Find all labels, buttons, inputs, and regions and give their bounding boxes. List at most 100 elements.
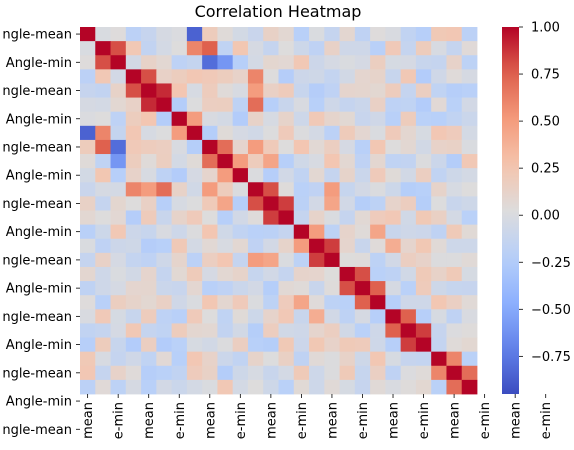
heatmap-cell — [415, 41, 432, 56]
heatmap-cell — [247, 323, 264, 338]
heatmap-cell — [263, 55, 279, 70]
heatmap-cell — [141, 295, 157, 310]
heatmap-cell — [156, 168, 173, 183]
heatmap-cell — [354, 351, 371, 367]
heatmap-cell — [125, 281, 142, 296]
heatmap-cell — [171, 266, 188, 282]
heatmap-cell — [415, 154, 432, 169]
heatmap-cell — [324, 182, 340, 197]
heatmap-cell — [461, 266, 478, 282]
heatmap-cell — [293, 97, 310, 113]
heatmap-cell — [354, 69, 371, 84]
heatmap-cell — [95, 323, 111, 338]
heatmap-cell — [110, 111, 127, 127]
heatmap-cell — [171, 238, 188, 254]
heatmap-cell — [446, 69, 463, 84]
heatmap-cell — [156, 139, 173, 155]
heatmap-cell — [217, 295, 234, 310]
heatmap-cell — [339, 41, 356, 56]
heatmap-cell — [415, 55, 432, 70]
heatmap-cell — [110, 125, 127, 141]
heatmap-cell — [324, 323, 340, 338]
heatmap-cell — [293, 182, 310, 197]
heatmap-cell — [202, 281, 218, 296]
heatmap-cell — [125, 266, 142, 282]
heatmap-cell — [385, 379, 402, 395]
colorbar-tick-label: 0.00 — [531, 209, 560, 224]
heatmap-cell — [370, 111, 386, 127]
heatmap-cell — [370, 210, 386, 226]
heatmap-cell — [263, 337, 279, 353]
heatmap-cell — [80, 210, 96, 226]
heatmap-cell — [309, 365, 325, 381]
heatmap-cell — [309, 266, 325, 282]
heatmap-cell — [309, 351, 325, 367]
heatmap-cell — [370, 168, 386, 183]
heatmap-cell — [354, 196, 371, 211]
heatmap-cell — [293, 196, 310, 211]
heatmap-cell — [385, 111, 402, 127]
heatmap-cell — [309, 295, 325, 310]
heatmap-cell — [446, 139, 463, 155]
heatmap-cell — [141, 27, 157, 42]
heatmap-cell — [309, 41, 325, 56]
heatmap-cell — [156, 154, 173, 169]
heatmap-cell — [217, 55, 234, 70]
heatmap-cell — [125, 83, 142, 98]
heatmap-cell — [354, 97, 371, 113]
heatmap-cell — [461, 196, 478, 211]
heatmap-cell — [110, 252, 127, 268]
x-tick-label: mean — [448, 402, 463, 439]
heatmap-cell — [186, 252, 203, 268]
heatmap-cell — [400, 379, 417, 395]
heatmap-cell — [217, 379, 234, 395]
heatmap-cell — [354, 210, 371, 226]
heatmap-cell — [461, 83, 478, 98]
heatmap-cell — [263, 323, 279, 338]
heatmap-cell — [186, 365, 203, 381]
heatmap-cell — [385, 97, 402, 113]
heatmap-cell — [370, 309, 386, 324]
heatmap-cell — [400, 252, 417, 268]
heatmap-cell — [293, 266, 310, 282]
heatmap-cell — [171, 139, 188, 155]
heatmap-cell — [232, 55, 249, 70]
y-tick-label: ngle-mean — [2, 28, 72, 43]
heatmap-cell — [370, 351, 386, 367]
heatmap-cell — [247, 41, 264, 56]
heatmap-cell — [446, 309, 463, 324]
heatmap-cell — [263, 168, 279, 183]
heatmap-cell — [80, 111, 96, 127]
heatmap-cell — [324, 281, 340, 296]
heatmap-cell — [461, 337, 478, 353]
heatmap-cell — [125, 111, 142, 127]
heatmap-cell — [217, 224, 234, 240]
heatmap-cell — [278, 238, 295, 254]
heatmap-cell — [370, 224, 386, 240]
heatmap-cell — [415, 182, 432, 197]
heatmap-cell — [415, 196, 432, 211]
heatmap-cell — [156, 111, 173, 127]
heatmap-cell — [141, 182, 157, 197]
heatmap-cell — [293, 210, 310, 226]
heatmap-cell — [186, 266, 203, 282]
heatmap-cell — [141, 309, 157, 324]
y-tick-label: ngle-mean — [2, 253, 72, 268]
heatmap-cell — [324, 125, 340, 141]
heatmap-cell — [446, 168, 463, 183]
heatmap-cell — [309, 154, 325, 169]
heatmap-cell — [110, 224, 127, 240]
heatmap-cell — [370, 27, 386, 42]
heatmap-cell — [186, 55, 203, 70]
heatmap-cell — [446, 111, 463, 127]
heatmap-cell — [171, 252, 188, 268]
heatmap-cell — [354, 139, 371, 155]
heatmap-cell — [354, 379, 371, 395]
heatmap-cell — [400, 337, 417, 353]
heatmap-cell — [156, 210, 173, 226]
heatmap-cell — [370, 55, 386, 70]
heatmap-cell — [278, 83, 295, 98]
heatmap-cell — [95, 295, 111, 310]
heatmap-cell — [400, 238, 417, 254]
heatmap-cell — [385, 266, 402, 282]
